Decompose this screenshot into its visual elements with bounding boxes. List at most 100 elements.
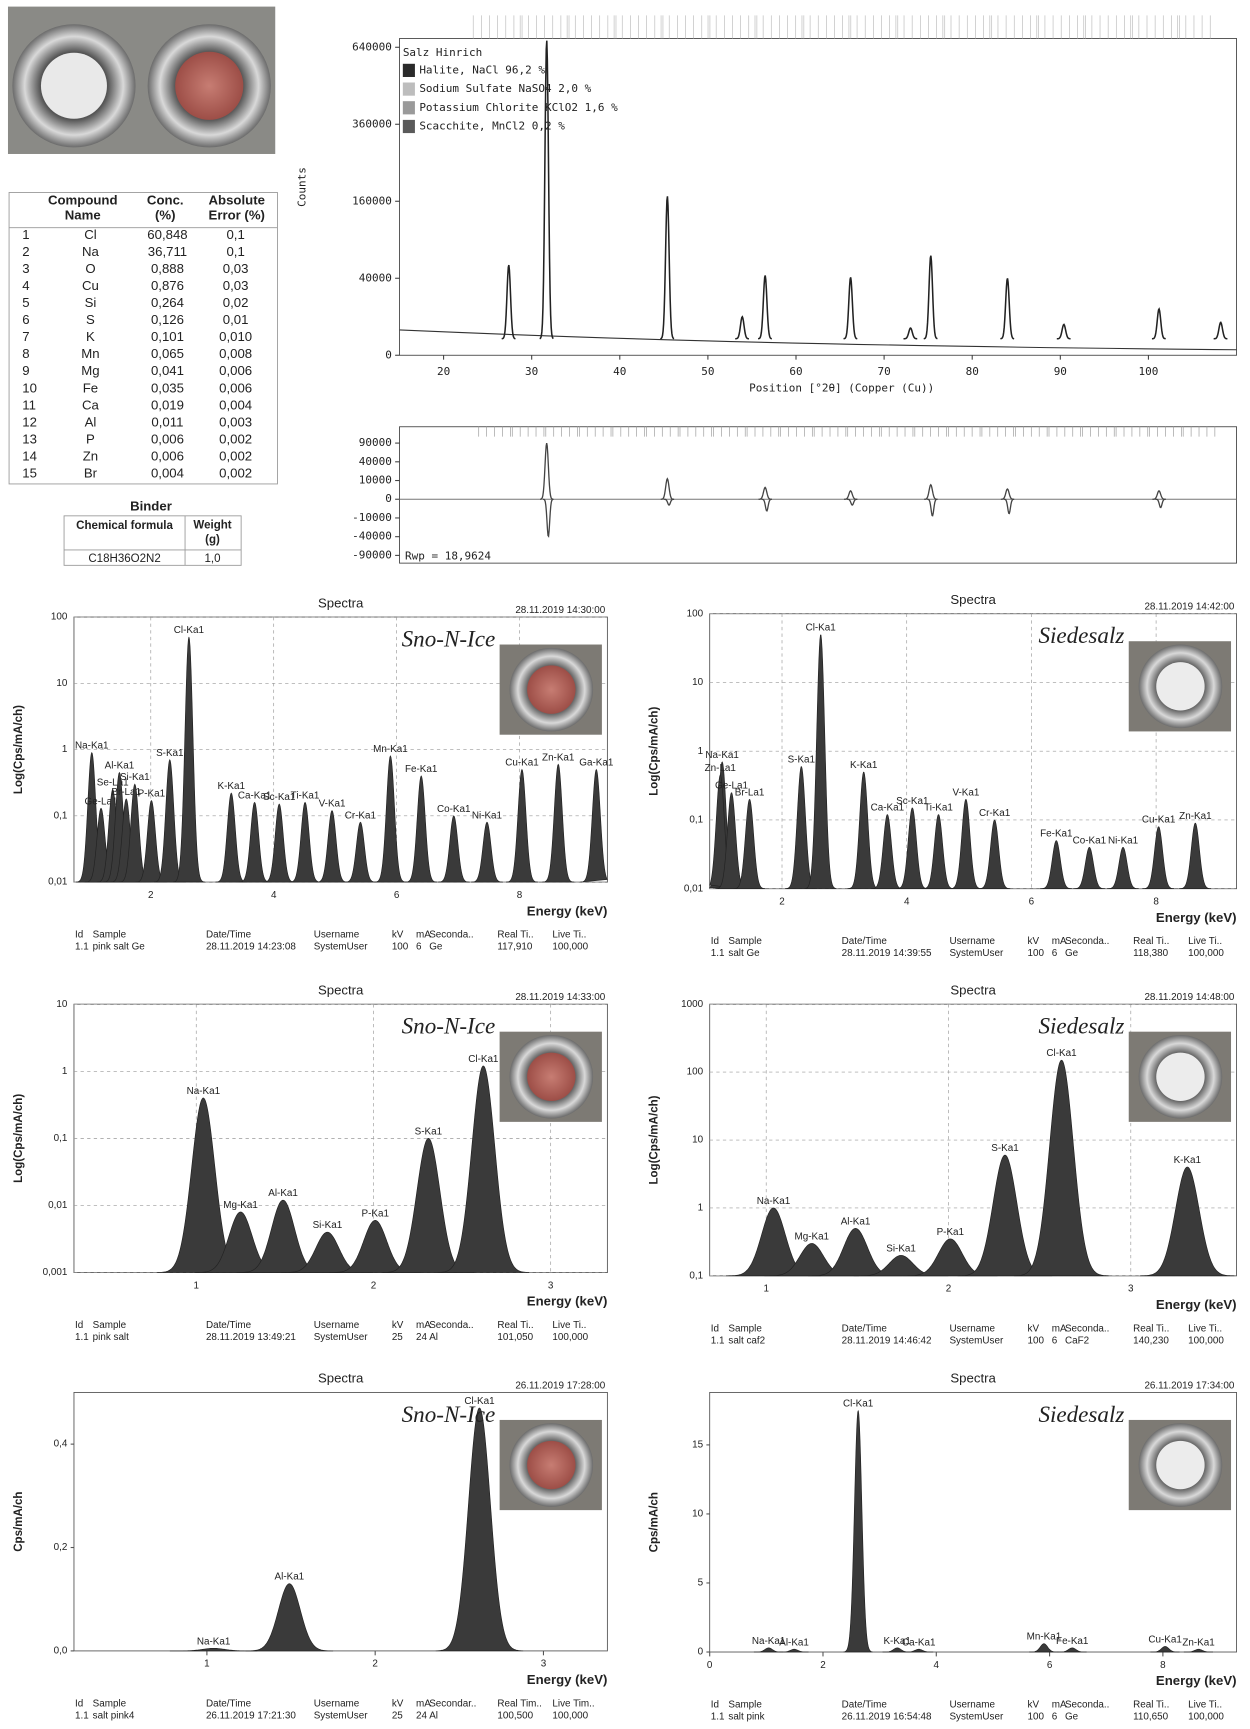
binder-table: Binder Chemical formula Weight (g) C18H36O2…: [63, 499, 242, 566]
sample-name: Siedesalz: [1038, 622, 1124, 648]
spectrum-peak: [1106, 846, 1139, 890]
x-tick-label: 4: [904, 897, 910, 908]
spectrum-peak: [1073, 846, 1106, 890]
x-tick-label: 6: [394, 890, 400, 901]
info-header: kV: [392, 1698, 404, 1709]
info-cell: salt Ge: [728, 948, 760, 959]
spectrum-peak: [1183, 1648, 1213, 1653]
x-axis-label: Energy (keV): [1156, 1297, 1237, 1312]
legend-title: Salz Hinrich: [403, 46, 482, 59]
y-tick-label: 10: [692, 1135, 703, 1146]
spectrum-peak: [435, 1407, 524, 1652]
sample-name: Sno-N-Ice: [402, 626, 496, 652]
x-tick-label: 40: [613, 365, 626, 378]
info-header: mA: [416, 1320, 431, 1331]
x-tick-label: 1: [204, 1659, 210, 1670]
table-cell: 12: [22, 414, 37, 429]
y-tick-label: 0: [698, 1647, 704, 1658]
y-tick-label: 100: [51, 612, 68, 623]
table-cell: 15: [22, 466, 37, 481]
residual-label: Rwp = 18,9624: [405, 550, 491, 563]
y-tick-label: -40000: [352, 530, 392, 543]
table-cell: 14: [22, 448, 37, 463]
y-tick-label: 0,1: [689, 815, 703, 826]
composition-table: Compound Name Conc. (%) Absolute Error (%) 1 Cl…: [8, 192, 278, 485]
sample-photo-pellet: [1156, 662, 1205, 711]
info-cell: Al: [429, 1332, 438, 1343]
y-tick-label: 0,2: [54, 1542, 68, 1553]
legend-swatch: [402, 101, 415, 115]
table-cell: 0,1: [226, 244, 244, 259]
info-cell: 25: [392, 1710, 403, 1721]
info-header: Id: [75, 1698, 83, 1709]
residual-negative: [761, 498, 772, 512]
info-cell: SystemUser: [949, 1335, 1003, 1346]
info-cell: 28.11.2019 14:46:42: [842, 1335, 932, 1346]
peak-label: Co-Ka1: [1073, 835, 1107, 846]
table-cell: 0,101: [151, 329, 184, 344]
table-cell: K: [86, 329, 95, 344]
spectrum-peak: [437, 1065, 530, 1273]
peak-label: Ge-La1: [85, 796, 118, 807]
table-cell: 6: [22, 312, 29, 327]
spectrum-peak: [1139, 1166, 1235, 1277]
info-header: Sample: [93, 930, 127, 941]
table-cell: 0,002: [219, 431, 252, 446]
spectrum-peak: [949, 799, 982, 890]
spectrum-peak: [289, 801, 321, 883]
peak-label: Ca-Ka1: [238, 790, 272, 801]
spectrum-peak: [471, 821, 503, 883]
table-cell: 0,002: [219, 466, 252, 481]
table-header: Conc. (%): [147, 193, 184, 223]
peak-label: Co-Ka1: [437, 804, 471, 815]
info-cell: 25: [392, 1332, 403, 1343]
x-axis-label: Energy (keV): [527, 903, 608, 918]
spectrum-peak: [374, 755, 407, 883]
peak-label: Ni-Ka1: [472, 810, 503, 821]
spectrum-peak: [922, 814, 955, 890]
table-cell: 0,004: [151, 466, 184, 481]
peak-label: Na-Ka1: [187, 1086, 221, 1097]
sample-photo-pellet: [1156, 1440, 1205, 1490]
info-header: Real Ti..: [1133, 1699, 1169, 1710]
x-axis-label: Energy (keV): [1156, 1673, 1237, 1688]
table-cell: 0,019: [151, 397, 184, 412]
panel-title: Spectra: [318, 982, 364, 997]
table-cell: 11: [22, 397, 36, 412]
x-tick-label: 1: [763, 1284, 769, 1295]
table-cell: 0,876: [151, 278, 184, 293]
info-header: Seconda..: [1065, 1323, 1109, 1334]
table-cell: 13: [22, 431, 37, 446]
table-cell: 7: [22, 329, 29, 344]
info-header: Date/Time: [842, 936, 888, 947]
peak-label: P-Ka1: [362, 1208, 390, 1219]
table-cell: Mn: [81, 346, 99, 361]
y-tick-label: 1: [698, 1203, 704, 1214]
info-header: Username: [949, 936, 995, 947]
info-cell: SystemUser: [314, 942, 368, 953]
info-header: Username: [949, 1323, 995, 1334]
y-tick-label: -90000: [352, 548, 392, 561]
info-cell: salt pink: [728, 1712, 764, 1723]
binder-header: Weight (g): [193, 520, 231, 546]
y-tick-label: 0,01: [48, 877, 68, 888]
residual-frame: [399, 426, 1237, 564]
info-header: Real Ti..: [497, 1320, 533, 1331]
table-cell: Ca: [82, 397, 100, 412]
table-cell: Cl: [84, 227, 97, 242]
y-axis-label: Cps/mA/ch: [13, 1492, 25, 1552]
table-cell: 0,264: [151, 295, 184, 310]
x-axis-label: Position [°2θ] (Copper (Cu)): [749, 381, 934, 394]
x-tick-label: 4: [271, 890, 277, 901]
info-header: Live Ti..: [1188, 936, 1222, 947]
table-header: Absolute Error (%): [209, 193, 265, 223]
y-tick-label: 10: [56, 999, 67, 1010]
table-cell: 0,004: [219, 397, 252, 412]
spectrum-peak: [1179, 822, 1212, 890]
peak-label: Cl-Ka1: [843, 1398, 874, 1409]
legend-swatch: [402, 63, 415, 77]
info-cell: Ge: [1065, 948, 1079, 959]
table-cell: 5: [22, 295, 29, 310]
x-tick-label: 100: [1139, 365, 1159, 378]
